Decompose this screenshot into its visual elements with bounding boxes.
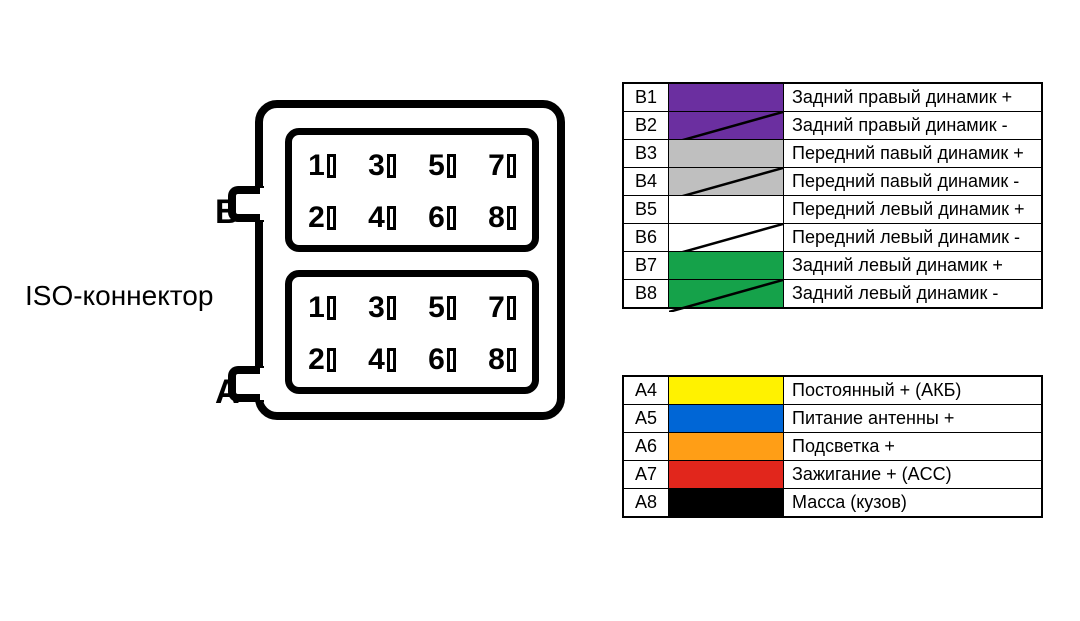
pin: 5 (428, 291, 456, 325)
pin: 6 (428, 343, 456, 377)
cavity-a-row1: 1 3 5 7 (292, 291, 532, 325)
pin: 5 (428, 149, 456, 183)
legend-description: Питание антенны + (784, 405, 1042, 433)
legend-color-swatch (669, 224, 784, 252)
pin: 2 (308, 343, 336, 377)
legend-color-swatch (669, 252, 784, 280)
pin: 1 (308, 149, 336, 183)
legend-pin-id: A4 (624, 377, 669, 405)
legend-color-swatch (669, 461, 784, 489)
legend-color-swatch (669, 168, 784, 196)
legend-row: A6 Подсветка + (624, 433, 1042, 461)
legend-b: B1 Задний правый динамик + B2 Задний правый… (622, 82, 1043, 309)
legend-row: A7 Зажигание + (ACC) (624, 461, 1042, 489)
legend-row: B2 Задний правый динамик - (624, 112, 1042, 140)
legend-description: Передний левый динамик + (784, 196, 1042, 224)
legend-color-swatch (669, 405, 784, 433)
cavity-a-row2: 2 4 6 8 (292, 343, 532, 377)
pin: 3 (368, 291, 396, 325)
legend-description: Задний левый динамик - (784, 280, 1042, 308)
legend-pin-id: B5 (624, 196, 669, 224)
page: ISO-коннектор B A 1 3 5 7 2 4 6 8 1 3 5 (0, 0, 1080, 621)
legend-row: A8 Масса (кузов) (624, 489, 1042, 517)
cavity-b-row1: 1 3 5 7 (292, 149, 532, 183)
legend-row: B5 Передний левый динамик + (624, 196, 1042, 224)
pin: 1 (308, 291, 336, 325)
legend-color-swatch (669, 433, 784, 461)
legend-color-swatch (669, 112, 784, 140)
legend-description: Задний левый динамик + (784, 252, 1042, 280)
legend-color-swatch (669, 489, 784, 517)
legend-pin-id: B1 (624, 84, 669, 112)
legend-pin-id: B8 (624, 280, 669, 308)
legend-row: A5 Питание антенны + (624, 405, 1042, 433)
legend-color-swatch (669, 140, 784, 168)
legend-pin-id: A5 (624, 405, 669, 433)
legend-description: Передний левый динамик - (784, 224, 1042, 252)
pin: 4 (368, 343, 396, 377)
pin: 2 (308, 201, 336, 235)
legend-b-table: B1 Задний правый динамик + B2 Задний правый… (623, 83, 1042, 308)
cavity-a: 1 3 5 7 2 4 6 8 (285, 270, 539, 394)
legend-pin-id: B6 (624, 224, 669, 252)
pin: 8 (488, 343, 516, 377)
legend-pin-id: A6 (624, 433, 669, 461)
legend-pin-id: A8 (624, 489, 669, 517)
pin: 4 (368, 201, 396, 235)
legend-description: Передний павый динамик - (784, 168, 1042, 196)
legend-description: Масса (кузов) (784, 489, 1042, 517)
legend-pin-id: B2 (624, 112, 669, 140)
legend-pin-id: A7 (624, 461, 669, 489)
legend-row: A4 Постоянный + (АКБ) (624, 377, 1042, 405)
connector-shell: 1 3 5 7 2 4 6 8 1 3 5 7 2 4 6 (255, 100, 565, 420)
legend-description: Задний правый динамик - (784, 112, 1042, 140)
pin: 7 (488, 149, 516, 183)
legend-row: B1 Задний правый динамик + (624, 84, 1042, 112)
legend-description: Постоянный + (АКБ) (784, 377, 1042, 405)
pin: 6 (428, 201, 456, 235)
legend-description: Зажигание + (ACC) (784, 461, 1042, 489)
cavity-b: 1 3 5 7 2 4 6 8 (285, 128, 539, 252)
latch-bottom (228, 366, 264, 402)
legend-row: B7 Задний левый динамик + (624, 252, 1042, 280)
legend-pin-id: B4 (624, 168, 669, 196)
pin: 3 (368, 149, 396, 183)
legend-pin-id: B7 (624, 252, 669, 280)
legend-row: B8 Задний левый динамик - (624, 280, 1042, 308)
legend-color-swatch (669, 84, 784, 112)
legend-a-table: A4Постоянный + (АКБ)A5Питание антенны +A… (623, 376, 1042, 517)
legend-pin-id: B3 (624, 140, 669, 168)
connector-title: ISO-коннектор (25, 280, 213, 312)
cavity-b-row2: 2 4 6 8 (292, 201, 532, 235)
pin: 8 (488, 201, 516, 235)
legend-row: B6 Передний левый динамик - (624, 224, 1042, 252)
legend-row: B3 Передний павый динамик + (624, 140, 1042, 168)
legend-color-swatch (669, 280, 784, 308)
legend-description: Передний павый динамик + (784, 140, 1042, 168)
legend-color-swatch (669, 196, 784, 224)
legend-description: Задний правый динамик + (784, 84, 1042, 112)
legend-color-swatch (669, 377, 784, 405)
legend-row: B4 Передний павый динамик - (624, 168, 1042, 196)
pin: 7 (488, 291, 516, 325)
legend-description: Подсветка + (784, 433, 1042, 461)
latch-top (228, 186, 264, 222)
legend-a: A4Постоянный + (АКБ)A5Питание антенны +A… (622, 375, 1043, 518)
